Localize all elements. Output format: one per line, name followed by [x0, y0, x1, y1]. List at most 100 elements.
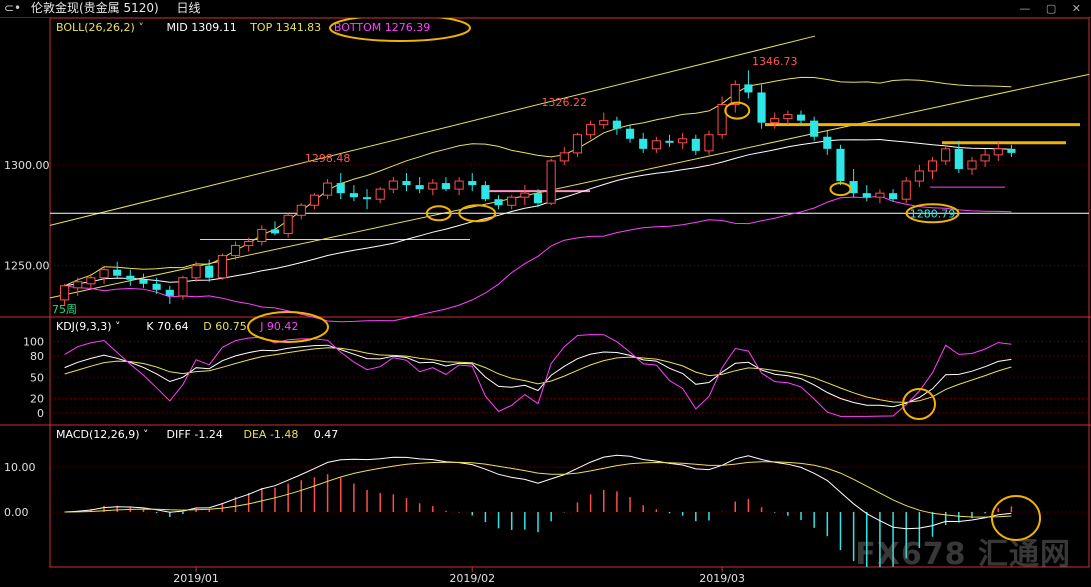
highlight-circle: [247, 311, 329, 343]
candle-body-up: [296, 204, 306, 216]
y-tick-label: 50: [30, 371, 44, 384]
candle-body-up: [73, 281, 83, 289]
boll-top-line: [64, 76, 1012, 287]
candle-body-down: [494, 199, 503, 206]
candle-body-up: [217, 255, 227, 279]
candle-body-up: [704, 134, 714, 152]
macd-header-label: DIFF -1.24: [167, 428, 223, 441]
candle-body-up: [244, 240, 254, 247]
kdj-header-label: K 70.64: [146, 320, 188, 333]
candle-body-up: [375, 188, 385, 200]
candle-body-up: [730, 83, 740, 106]
highlight-circle: [458, 204, 497, 223]
candle-body-up: [230, 245, 241, 257]
candle-body-up: [257, 228, 267, 242]
boll-header-label: TOP 1341.83: [249, 21, 321, 34]
candle-body-up: [191, 265, 201, 279]
candle-body-up: [717, 104, 727, 136]
candle-body-down: [954, 148, 963, 169]
candle-body-down: [639, 138, 648, 149]
candle-body-down: [468, 181, 477, 186]
candle-body-down: [862, 193, 871, 198]
kdj-d-line: [64, 347, 1012, 403]
candle-body-up: [283, 214, 293, 234]
price-annotation: 1280.79: [910, 208, 956, 221]
macd-diff-line: [64, 454, 1012, 530]
candle-body-up: [651, 140, 661, 150]
price-annotation: 1326.22: [542, 96, 588, 109]
candle-body-up: [572, 134, 583, 154]
y-tick-label: 100: [23, 336, 44, 349]
candle-body-down: [1007, 148, 1016, 153]
instrument-title: 伦敦金现(贵金属 5120): [30, 1, 159, 15]
kdj-header-label: KDJ(9,3,3) ˅: [56, 320, 121, 333]
candle-body-down: [625, 128, 635, 139]
candle-body-up: [770, 118, 780, 124]
candle-body-up: [914, 170, 924, 182]
candle-body-down: [612, 120, 621, 129]
window-controls[interactable]: — ▢ ✕: [1019, 2, 1087, 15]
candle-body-up: [967, 160, 977, 170]
candle-body-down: [481, 185, 490, 200]
trend-channel-upper: [49, 35, 816, 226]
candle-body-up: [546, 160, 556, 204]
candle-body-down: [415, 185, 424, 190]
candle-body-up: [980, 154, 990, 162]
candle-body-up: [388, 180, 398, 190]
candle-body-up: [520, 192, 530, 198]
price-annotation: 1298.48: [305, 152, 351, 165]
candle-body-up: [86, 277, 96, 285]
y-tick-label: 1250.00: [4, 260, 50, 273]
candle-body-down: [205, 265, 214, 278]
highlight-circle: [329, 18, 471, 42]
macd-dea-line: [64, 461, 1012, 518]
candle-body-down: [402, 181, 411, 186]
candle-body-up: [507, 196, 517, 206]
x-tick-label: 2019/01: [173, 572, 219, 585]
period-label[interactable]: 日线: [176, 1, 201, 15]
candle-body-up: [678, 138, 688, 144]
y-tick-label: 10.00: [4, 461, 36, 474]
candle-body-up: [875, 192, 885, 198]
kdj-j-line: [64, 334, 1012, 417]
candle-body-down: [836, 148, 845, 182]
candle-body-down: [270, 229, 280, 234]
candle-body-up: [323, 182, 333, 196]
candle-body-up: [586, 124, 596, 136]
candle-body-down: [113, 269, 122, 276]
candle-body-down: [849, 181, 858, 194]
macd-header-label: 0.47: [314, 428, 339, 441]
candle-body-up: [559, 152, 569, 162]
candle-body-down: [796, 114, 806, 121]
side-label: 75周: [52, 303, 77, 316]
x-tick-label: 2019/03: [699, 572, 745, 585]
x-tick-label: 2019/02: [449, 572, 495, 585]
candle-body-down: [349, 193, 358, 198]
candle-body-down: [744, 84, 753, 93]
candle-body-down: [533, 193, 543, 204]
candle-body-up: [178, 277, 188, 297]
highlight-circle: [829, 182, 852, 197]
window-titlebar: ⊂• 伦敦金现(贵金属 5120) 日线 — ▢ ✕: [0, 0, 1091, 18]
candle-body-up: [901, 180, 911, 200]
candle-body-down: [888, 193, 898, 200]
watermark: FX678 汇通网: [855, 537, 1071, 572]
macd-header-label: DEA -1.48: [244, 428, 299, 441]
candle-body-up: [99, 269, 109, 279]
back-arrow-icon[interactable]: ⊂•: [4, 1, 22, 15]
candle-body-up: [599, 120, 609, 126]
candle-body-down: [665, 140, 674, 143]
candle-body-up: [993, 148, 1003, 156]
kdj-k-line: [64, 344, 1012, 408]
highlight-circle: [905, 203, 960, 224]
y-tick-label: 0: [37, 407, 44, 420]
boll-header-label: BOTTOM 1276.39: [334, 21, 430, 34]
candle-body-up: [428, 182, 438, 190]
candle-body-down: [362, 197, 372, 200]
y-tick-label: 0.00: [4, 506, 29, 519]
highlight-circle: [902, 388, 936, 420]
candle-body-down: [691, 138, 700, 151]
highlight-circle: [724, 101, 751, 120]
highlight-circle: [425, 205, 452, 222]
